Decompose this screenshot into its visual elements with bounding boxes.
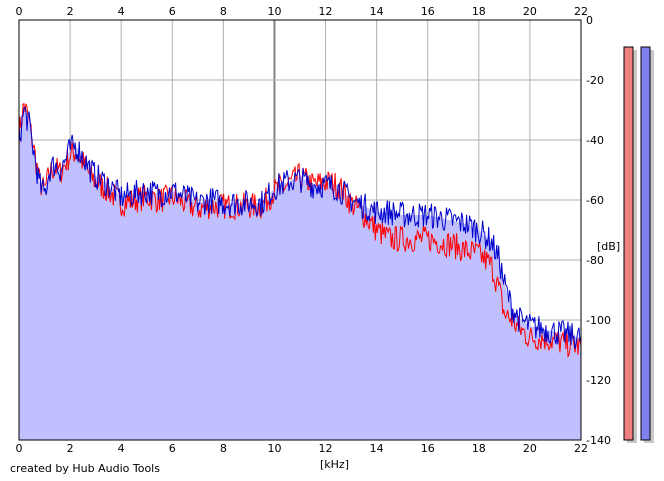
x-tick-label-bottom: 14 [370,442,384,455]
x-tick-labels-top: 0 2 4 6 8 10 12 14 16 18 20 22 [16,5,589,18]
y-tick-label: -20 [586,74,604,87]
credit-text: created by Hub Audio Tools [10,462,160,475]
x-tick-label-bottom: 20 [523,442,537,455]
x-axis-label: [kHz] [320,458,349,471]
x-tick-label-bottom: 18 [472,442,486,455]
x-tick-label-top: 20 [523,5,537,18]
x-tick-label-top: 22 [574,5,588,18]
y-tick-label: -60 [586,194,604,207]
y-tick-labels: 0 -20 -40 -60 -80 -100 -120 -140 [586,14,611,447]
x-tick-label-top: 0 [16,5,23,18]
y-tick-label: -80 [586,254,604,267]
plot-frame [18,19,582,441]
y-tick-label: 0 [586,14,593,27]
level-meter-right [640,46,651,441]
x-tick-label-top: 8 [220,5,227,18]
x-tick-label-top: 4 [118,5,125,18]
x-tick-label-bottom: 22 [574,442,588,455]
series-line-blue [18,107,582,350]
spectrum-fill [19,104,581,440]
x-tick-label-top: 6 [169,5,176,18]
x-tick-label-bottom: 0 [16,442,23,455]
level-meter-left [623,46,634,441]
x-tick-label-bottom: 10 [267,442,281,455]
x-tick-labels-bottom: 0 2 4 6 8 10 12 14 16 18 20 22 [16,442,589,455]
x-tick-label-top: 12 [319,5,333,18]
x-tick-label-bottom: 8 [220,442,227,455]
series-layer [18,102,582,358]
level-meters [623,46,654,443]
x-tick-label-top: 14 [370,5,384,18]
x-tick-label-top: 10 [267,5,281,18]
spectrum-fill-layer [19,104,581,440]
x-tick-label-top: 16 [421,5,435,18]
y-axis-label: [dB] [597,240,621,253]
x-tick-label-bottom: 4 [118,442,125,455]
x-tick-label-top: 18 [472,5,486,18]
y-tick-label: -40 [586,134,604,147]
x-tick-label-top: 2 [67,5,74,18]
x-tick-label-bottom: 2 [67,442,74,455]
y-tick-label: -120 [586,374,611,387]
y-tick-label: -140 [586,434,611,447]
y-tick-label: -100 [586,314,611,327]
x-tick-label-bottom: 16 [421,442,435,455]
x-tick-label-bottom: 6 [169,442,176,455]
x-tick-label-bottom: 12 [319,442,333,455]
